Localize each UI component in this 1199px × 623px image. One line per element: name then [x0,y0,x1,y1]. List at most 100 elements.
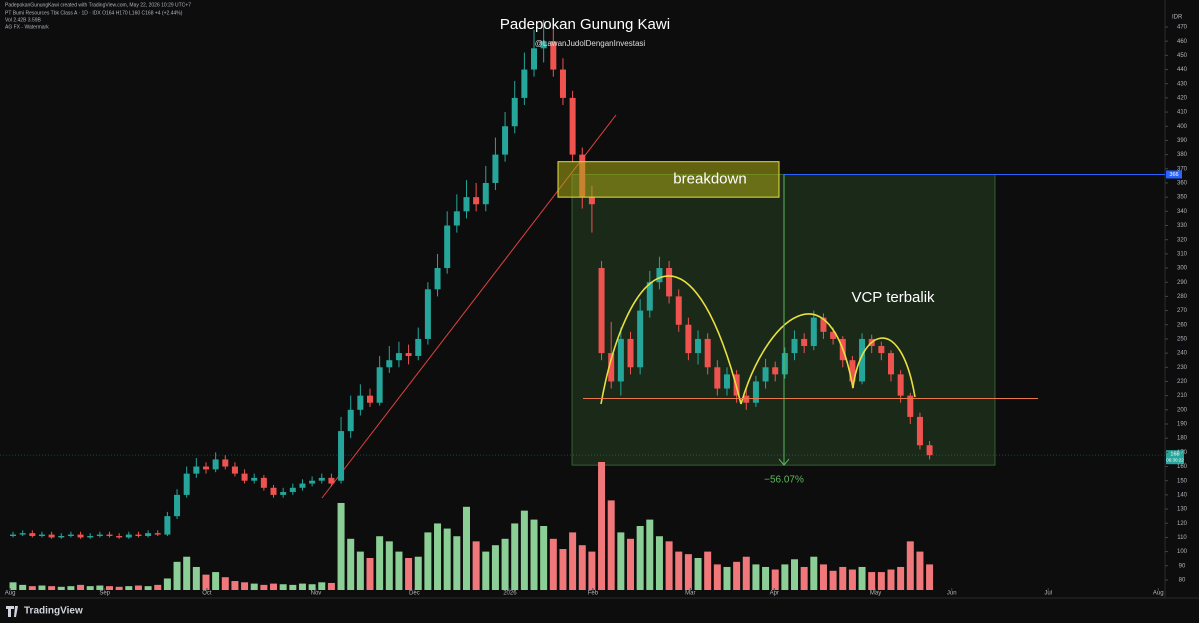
resistance-tag [1166,170,1182,179]
volume-bar [48,586,56,590]
x-tick-label: Oct [202,591,212,597]
candle-body [29,533,36,536]
volume-bar [385,541,393,590]
volume-bar [250,583,258,590]
y-tick-label: 360 [1177,181,1188,187]
volume-bar [395,551,403,590]
candle-body [482,182,489,205]
candle-body [646,282,653,311]
candle-body [473,197,480,205]
volume-bar [839,566,847,590]
volume-bar [665,541,673,590]
volume-bar [144,586,152,590]
volume-bar [57,586,65,590]
volume-bar [819,564,827,590]
chart-title: Padepokan Gunung Kawi [500,16,670,33]
candle-body [627,338,634,368]
candle-body [559,69,566,98]
candle-body [212,459,219,470]
y-tick-label: 170 [1177,450,1188,456]
candle-body [637,310,644,368]
measure-label: −56.07% [764,475,804,486]
volume-bar [675,551,683,590]
volume-bar [771,569,779,590]
arc [740,313,854,405]
candle-body [444,225,451,269]
candle-body [280,492,287,495]
candle-body [820,317,827,332]
volume-bar [617,532,625,590]
candle-body [58,535,65,538]
y-tick-label: 450 [1177,53,1188,59]
y-tick-label: 430 [1177,81,1188,87]
volume-bar [9,582,17,590]
candle-body [10,534,17,536]
volume-bar [434,523,442,590]
brand-logo [6,606,18,617]
volume-bar [347,538,355,590]
volume-bar [173,561,181,590]
candle-body [772,367,779,375]
x-tick-label: Apr [770,591,779,597]
x-tick-label: 2026 [503,591,517,597]
candle-body [859,338,866,382]
x-tick-label: Aug [5,591,16,597]
volume-bar [559,549,567,590]
candle-body [395,353,402,361]
volume-bar [752,564,760,590]
volume-bar [192,566,200,590]
volume-bar [424,532,432,590]
volume-bar [713,564,721,590]
candle-body [415,338,422,356]
candle-body [675,296,682,325]
y-tick-label: 200 [1177,407,1188,413]
y-tick-label: 470 [1177,25,1188,31]
volume-bar [607,500,615,590]
volume-bar [569,532,577,590]
volume-bar [906,541,914,590]
volume-bar [337,502,345,590]
volume-bar [781,564,789,590]
candle-body [19,533,26,535]
y-tick-label: 280 [1177,294,1188,300]
volume-bar [704,551,712,590]
volume-bar [926,564,934,590]
candle-body [434,268,441,290]
volume-bar [376,536,384,590]
volume-bar [183,556,191,590]
candle-body [251,477,258,481]
candle-body [608,353,615,382]
volume-bar [231,581,239,590]
candle-body [193,466,200,474]
candle-body [67,534,74,536]
volume-bar [887,569,895,590]
candle-body [762,367,769,382]
volume-bar [810,556,818,590]
candle-body [752,381,759,403]
volume-bar [443,528,451,590]
y-tick-label: 140 [1177,492,1188,498]
volume-bar [511,523,519,590]
candle-body [125,534,132,538]
candle-body [174,494,181,517]
y-tick-label: 100 [1177,549,1188,555]
x-tick-label: Jul [1044,591,1052,597]
candle-body [830,331,837,339]
pattern-label: VCP terbalik [851,289,935,306]
volume-bar [684,554,692,590]
y-tick-label: 390 [1177,138,1188,144]
candle-body [569,97,576,155]
candle-body [531,48,538,70]
candle-body [38,534,45,536]
volume-bar [549,538,557,590]
x-tick-label: Jun [947,591,957,597]
vcp-arcs [600,275,916,405]
volume-bar [598,462,606,590]
volume-bar [163,578,171,590]
volume-bar [106,586,114,590]
candle-body [270,487,277,495]
volume-bar [405,558,413,590]
volume-bar [134,585,142,590]
candle-body [463,197,470,212]
